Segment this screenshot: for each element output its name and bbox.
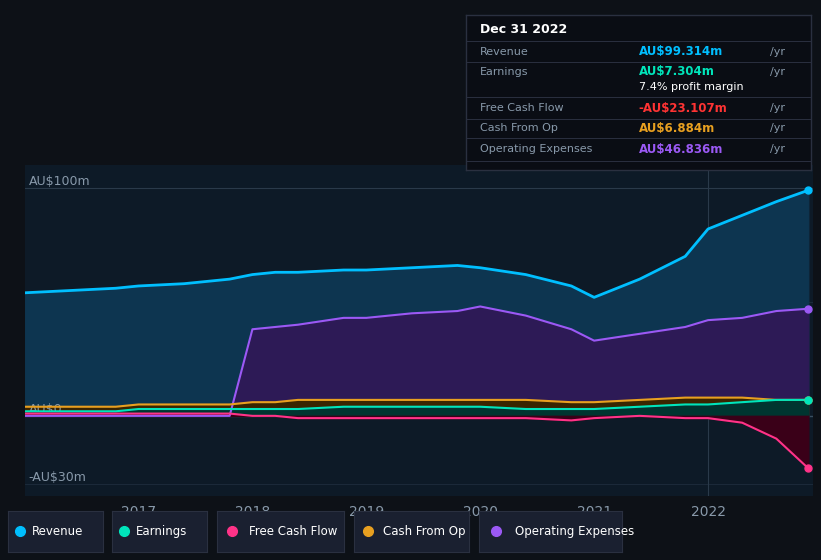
Text: AU$99.314m: AU$99.314m <box>639 45 723 58</box>
Text: Cash From Op: Cash From Op <box>480 123 558 133</box>
Text: Operating Expenses: Operating Expenses <box>515 525 634 538</box>
Text: /yr: /yr <box>770 123 785 133</box>
Text: Cash From Op: Cash From Op <box>383 525 465 538</box>
Text: Operating Expenses: Operating Expenses <box>480 144 593 155</box>
Text: Revenue: Revenue <box>480 46 529 57</box>
Text: Earnings: Earnings <box>480 67 529 77</box>
Text: Free Cash Flow: Free Cash Flow <box>480 103 564 113</box>
Text: 7.4% profit margin: 7.4% profit margin <box>639 82 743 92</box>
Text: Revenue: Revenue <box>32 525 83 538</box>
Text: AU$6.884m: AU$6.884m <box>639 122 715 135</box>
Text: Dec 31 2022: Dec 31 2022 <box>480 22 567 36</box>
Text: AU$7.304m: AU$7.304m <box>639 65 714 78</box>
Text: /yr: /yr <box>770 67 785 77</box>
Text: /yr: /yr <box>770 103 785 113</box>
Text: -AU$30m: -AU$30m <box>29 471 86 484</box>
Text: /yr: /yr <box>770 144 785 155</box>
Text: Earnings: Earnings <box>136 525 187 538</box>
Text: Free Cash Flow: Free Cash Flow <box>249 525 337 538</box>
Text: AU$100m: AU$100m <box>29 175 90 188</box>
Text: AU$46.836m: AU$46.836m <box>639 143 723 156</box>
Text: /yr: /yr <box>770 46 785 57</box>
Text: -AU$23.107m: -AU$23.107m <box>639 102 727 115</box>
Text: AU$0: AU$0 <box>29 403 62 416</box>
